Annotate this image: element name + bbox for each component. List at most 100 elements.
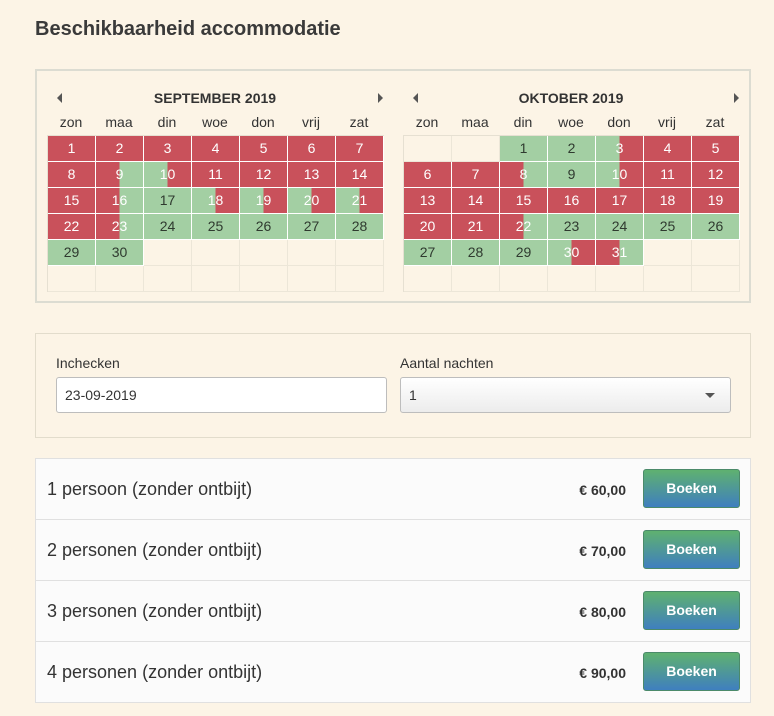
book-button[interactable]: Boeken — [643, 469, 740, 508]
calendar-day[interactable]: 29 — [500, 240, 548, 266]
book-button[interactable]: Boeken — [643, 652, 740, 691]
checkin-label: Inchecken — [56, 355, 120, 371]
calendar-day[interactable]: 23 — [548, 214, 596, 240]
calendar-day[interactable]: 20 — [288, 188, 336, 214]
weekday-label: maa — [461, 114, 489, 130]
calendar-day[interactable]: 17 — [596, 188, 644, 214]
calendar-empty-cell — [404, 136, 452, 162]
calendar-empty-cell — [240, 266, 288, 292]
calendar-day[interactable]: 31 — [596, 240, 644, 266]
calendar-day[interactable]: 1 — [500, 136, 548, 162]
calendar-day[interactable]: 5 — [692, 136, 740, 162]
calendar-day[interactable]: 15 — [500, 188, 548, 214]
checkin-input[interactable]: 23-09-2019 — [56, 377, 387, 413]
weekday-label: din — [513, 114, 533, 130]
calendar-day[interactable]: 19 — [240, 188, 288, 214]
calendar-day[interactable]: 8 — [500, 162, 548, 188]
calendar-empty-cell — [644, 266, 692, 292]
weekday-label: zon — [415, 114, 439, 130]
rate-row: 4 personen (zonder ontbijt) € 90,00 Boek… — [36, 642, 750, 702]
weekday-label: zon — [59, 114, 83, 130]
calendar-day[interactable]: 8 — [48, 162, 96, 188]
calendar-day[interactable]: 7 — [336, 136, 384, 162]
weekday-label: vrij — [302, 114, 320, 130]
weekday-label: maa — [105, 114, 133, 130]
calendar-day[interactable]: 7 — [452, 162, 500, 188]
calendar-day[interactable]: 24 — [144, 214, 192, 240]
calendar-day[interactable]: 3 — [596, 136, 644, 162]
calendar-day[interactable]: 21 — [336, 188, 384, 214]
calendar-week: 15 16 17 18 19 20 21 — [48, 188, 384, 214]
calendar-day[interactable]: 10 — [596, 162, 644, 188]
rate-price: € 70,00 — [579, 543, 626, 559]
calendar-empty-cell — [452, 266, 500, 292]
calendar-day[interactable]: 30 — [548, 240, 596, 266]
calendar-day[interactable]: 28 — [452, 240, 500, 266]
next-month-icon[interactable] — [734, 93, 739, 103]
calendar-day[interactable]: 27 — [404, 240, 452, 266]
calendar-day[interactable]: 4 — [644, 136, 692, 162]
calendar-day[interactable]: 22 — [500, 214, 548, 240]
nights-select[interactable]: 1 — [400, 377, 731, 413]
calendar-day[interactable]: 20 — [404, 214, 452, 240]
calendar-day[interactable]: 14 — [336, 162, 384, 188]
next-month-icon[interactable] — [378, 93, 383, 103]
calendar-day[interactable]: 19 — [692, 188, 740, 214]
calendar-week: 6 7 8 9 10 11 12 — [404, 162, 740, 188]
calendar-day[interactable]: 27 — [288, 214, 336, 240]
calendar-day[interactable]: 14 — [452, 188, 500, 214]
calendar-day[interactable]: 13 — [288, 162, 336, 188]
calendar-day[interactable]: 13 — [404, 188, 452, 214]
book-button[interactable]: Boeken — [643, 530, 740, 569]
calendar-empty-cell — [452, 136, 500, 162]
weekday-label: don — [251, 114, 275, 130]
calendar-day[interactable]: 23 — [96, 214, 144, 240]
calendar-day[interactable]: 29 — [48, 240, 96, 266]
calendar-day[interactable]: 25 — [192, 214, 240, 240]
weekday-label: woe — [558, 114, 584, 130]
calendar-day[interactable]: 25 — [644, 214, 692, 240]
calendar-empty-cell — [404, 266, 452, 292]
calendar-day[interactable]: 26 — [692, 214, 740, 240]
calendar-day[interactable]: 6 — [404, 162, 452, 188]
calendar-day[interactable]: 10 — [144, 162, 192, 188]
prev-month-icon[interactable] — [413, 93, 418, 103]
calendar-day[interactable]: 2 — [548, 136, 596, 162]
calendar-empty-cell — [144, 266, 192, 292]
calendar-day[interactable]: 17 — [144, 188, 192, 214]
calendar-day[interactable]: 1 — [48, 136, 96, 162]
calendar-day[interactable]: 22 — [48, 214, 96, 240]
calendar-empty-cell — [644, 240, 692, 266]
calendar-day[interactable]: 4 — [192, 136, 240, 162]
calendar-day[interactable]: 9 — [96, 162, 144, 188]
calendar-day[interactable]: 12 — [692, 162, 740, 188]
calendar-day[interactable]: 12 — [240, 162, 288, 188]
calendar-day[interactable]: 28 — [336, 214, 384, 240]
prev-month-icon[interactable] — [57, 93, 62, 103]
calendar-day[interactable]: 16 — [548, 188, 596, 214]
calendar-day[interactable]: 16 — [96, 188, 144, 214]
calendar-day[interactable]: 15 — [48, 188, 96, 214]
calendar-empty-cell — [692, 266, 740, 292]
calendar-day[interactable]: 26 — [240, 214, 288, 240]
rate-row: 3 personen (zonder ontbijt) € 80,00 Boek… — [36, 581, 750, 642]
calendar-day[interactable]: 5 — [240, 136, 288, 162]
calendar-day[interactable]: 18 — [192, 188, 240, 214]
rate-label: 2 personen (zonder ontbijt) — [47, 540, 263, 560]
rate-price: € 80,00 — [579, 604, 626, 620]
calendar-day[interactable]: 18 — [644, 188, 692, 214]
calendar-day[interactable]: 6 — [288, 136, 336, 162]
calendar-day[interactable]: 21 — [452, 214, 500, 240]
calendar-day[interactable]: 11 — [192, 162, 240, 188]
calendar-day[interactable]: 30 — [96, 240, 144, 266]
book-button[interactable]: Boeken — [643, 591, 740, 630]
calendar-day[interactable]: 24 — [596, 214, 644, 240]
calendar-day[interactable]: 9 — [548, 162, 596, 188]
calendar-day[interactable]: 11 — [644, 162, 692, 188]
day-grid: 1 2 3 4 5 6 7 8 9 10 11 12 13 14 15 16 17 18 19 20 21 22 23 24 2… — [403, 135, 740, 292]
rate-label: 4 personen (zonder ontbijt) — [47, 662, 263, 682]
calendar-day[interactable]: 2 — [96, 136, 144, 162]
day-grid: 1 2 3 4 5 6 7 8 9 10 11 12 13 14 15 16 17 18 19 20 21 22 23 24 2… — [47, 135, 384, 292]
calendar-day[interactable]: 3 — [144, 136, 192, 162]
